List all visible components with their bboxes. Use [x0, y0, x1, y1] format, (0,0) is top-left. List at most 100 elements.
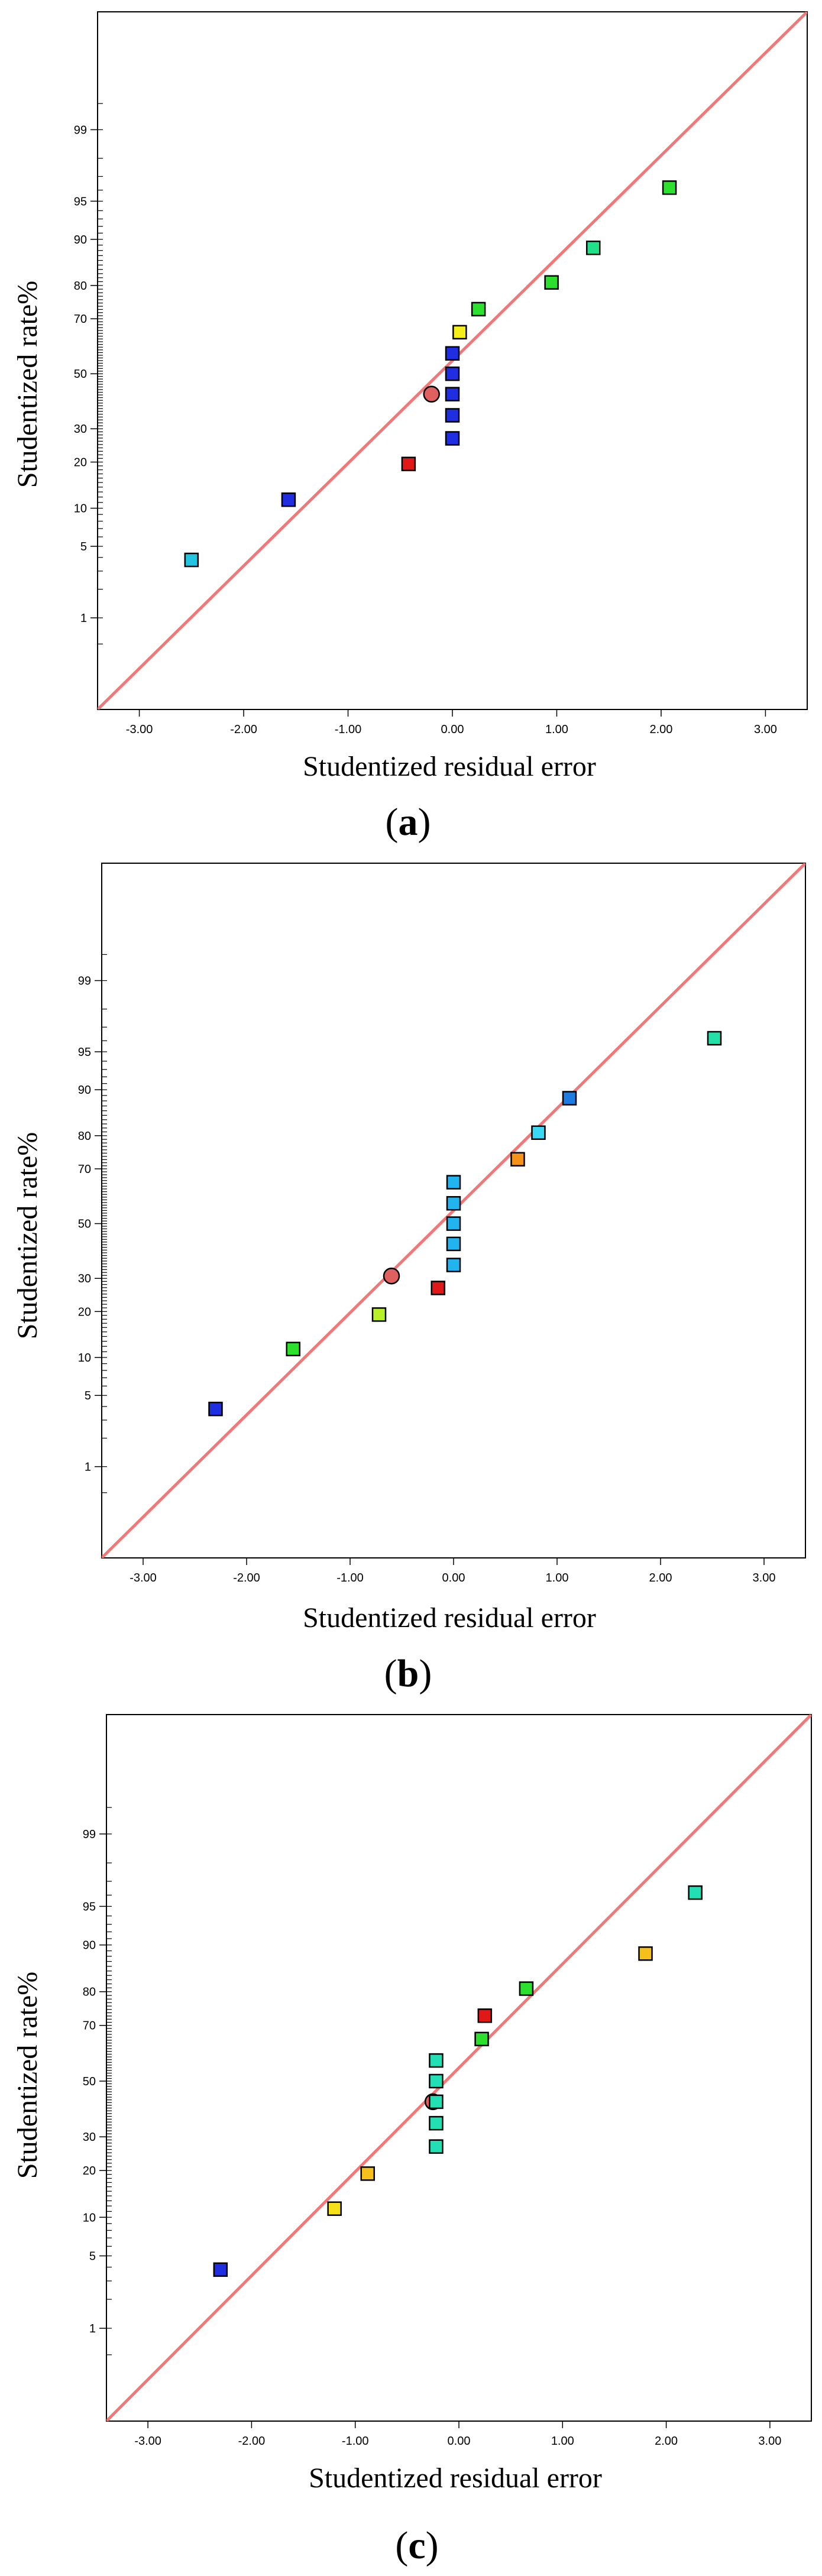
x-tick-label: 1.00: [545, 723, 568, 736]
y-tick-label: 30: [83, 2131, 96, 2144]
data-point-circle: [383, 1267, 400, 1285]
y-tick-label: 1: [80, 612, 87, 625]
data-point-square: [431, 1281, 445, 1295]
data-point-square: [429, 2139, 444, 2154]
y-tick-label: 50: [83, 2075, 96, 2088]
x-tick-label: -3.00: [134, 2435, 161, 2448]
y-minor-ticks: [98, 103, 103, 644]
data-point-square: [471, 302, 486, 317]
data-point-square: [446, 1196, 461, 1211]
data-point-square: [360, 2166, 375, 2181]
data-point-square: [327, 2201, 342, 2216]
data-point-square: [184, 552, 199, 568]
data-point-square: [477, 2008, 493, 2023]
x-axis-title: Studentized residual error: [303, 1602, 596, 1634]
y-tick-label: 20: [78, 1305, 91, 1318]
data-point-square: [281, 492, 296, 507]
data-point-square: [429, 2053, 444, 2068]
y-tick-label: 70: [78, 1163, 91, 1176]
y-tick-label: 70: [74, 313, 87, 326]
x-tick-label: 2.00: [649, 1571, 672, 1585]
y-tick-label: 5: [80, 540, 87, 553]
panel-c: 1 5 10 20 30 50 70 80 90 95 99 -3.00 -2.00 -1.00 0.00 1…: [0, 1703, 822, 2576]
data-point-square: [531, 1125, 546, 1140]
x-tick-label: -1.00: [335, 723, 362, 736]
data-point-square: [429, 2115, 444, 2131]
y-tick-label: 1: [85, 1461, 91, 1474]
panel-label-letter: a: [399, 801, 418, 844]
data-point-circle: [423, 385, 440, 403]
y-tick-label: 10: [74, 503, 87, 516]
y-minor-ticks: [106, 1807, 112, 2355]
x-axis-title: Studentized residual error: [303, 751, 596, 782]
data-point-square: [519, 1981, 534, 1996]
normal-probability-plot-b: 1 5 10 20 30 50 70 80 90 95 99 -3.00 -2.00 -1.00 0.00 1…: [12, 863, 806, 1695]
y-tick-label: 95: [78, 1046, 91, 1059]
data-point-square: [445, 431, 460, 446]
x-tick-label: -1.00: [342, 2435, 369, 2448]
data-point-square: [562, 1091, 577, 1106]
y-tick-label: 70: [83, 2020, 96, 2033]
data-point-square: [446, 1258, 461, 1272]
x-tick-label: 0.00: [442, 1571, 465, 1585]
y-tick-label: 90: [78, 1084, 91, 1097]
panel-label-letter: b: [397, 1652, 419, 1695]
x-tick-label: 2.00: [649, 723, 672, 736]
x-tick-label: 3.00: [758, 2435, 781, 2448]
x-tick-label: -2.00: [230, 723, 257, 736]
y-tick-label: 10: [83, 2211, 96, 2224]
y-tick-label: 95: [83, 1900, 96, 1913]
y-tick-label: 95: [74, 195, 87, 208]
y-tick-label: 5: [85, 1389, 91, 1402]
y-tick-label: 50: [78, 1218, 91, 1231]
y-tick-label: 80: [83, 1986, 96, 1999]
data-point-square: [510, 1152, 525, 1167]
data-point-square: [445, 346, 460, 361]
x-tick-label: 2.00: [655, 2435, 678, 2448]
x-axis-title: Studentized residual error: [309, 2462, 602, 2494]
y-tick-label: 5: [89, 2250, 96, 2263]
y-tick-label: 30: [74, 423, 87, 436]
y-minor-ticks: [102, 954, 107, 1493]
panel-label-letter: c: [408, 2524, 425, 2567]
x-tick-label: -3.00: [126, 723, 153, 736]
data-point-square: [544, 275, 559, 290]
data-point-square: [452, 325, 467, 340]
data-point-square: [286, 1342, 300, 1356]
y-axis-title: Studentized rate%: [12, 1972, 43, 2179]
data-point-square: [638, 1946, 653, 1961]
data-point-square: [445, 366, 460, 381]
y-tick-label: 50: [74, 368, 87, 381]
data-point-square: [208, 1401, 223, 1417]
y-tick-label: 80: [74, 280, 87, 293]
x-tick-label: 0.00: [448, 2435, 471, 2448]
x-tick-label: -1.00: [336, 1571, 364, 1585]
y-tick-label: 90: [74, 234, 87, 247]
data-point-square: [585, 240, 601, 255]
x-tick-label: 3.00: [753, 1571, 776, 1585]
fit-line: [106, 1715, 811, 2421]
data-point-square: [707, 1031, 722, 1046]
data-point-square: [371, 1307, 387, 1322]
x-tick-label: 3.00: [754, 723, 777, 736]
data-point-square: [474, 2031, 489, 2047]
y-tick-label: 20: [83, 2165, 96, 2178]
data-point-square: [445, 408, 460, 423]
x-tick-label: 1.00: [546, 1571, 569, 1585]
panel-label: (a): [386, 801, 431, 844]
data-point-square: [446, 1236, 461, 1252]
y-axis-title: Studentized rate%: [12, 1132, 43, 1340]
x-tick-label: 1.00: [551, 2435, 574, 2448]
data-point-square: [446, 1175, 461, 1190]
data-point-square: [429, 2094, 444, 2110]
x-tick-label: -2.00: [233, 1571, 260, 1585]
data-point-square: [445, 387, 460, 401]
y-tick-label: 99: [83, 1828, 96, 1841]
data-point-square: [688, 1885, 703, 1900]
data-point-square: [213, 2262, 228, 2277]
y-tick-label: 80: [78, 1130, 91, 1143]
data-point-square: [662, 180, 677, 195]
panel-label: (c): [395, 2524, 438, 2567]
y-tick-label: 99: [78, 975, 91, 988]
data-point-square: [401, 456, 416, 471]
